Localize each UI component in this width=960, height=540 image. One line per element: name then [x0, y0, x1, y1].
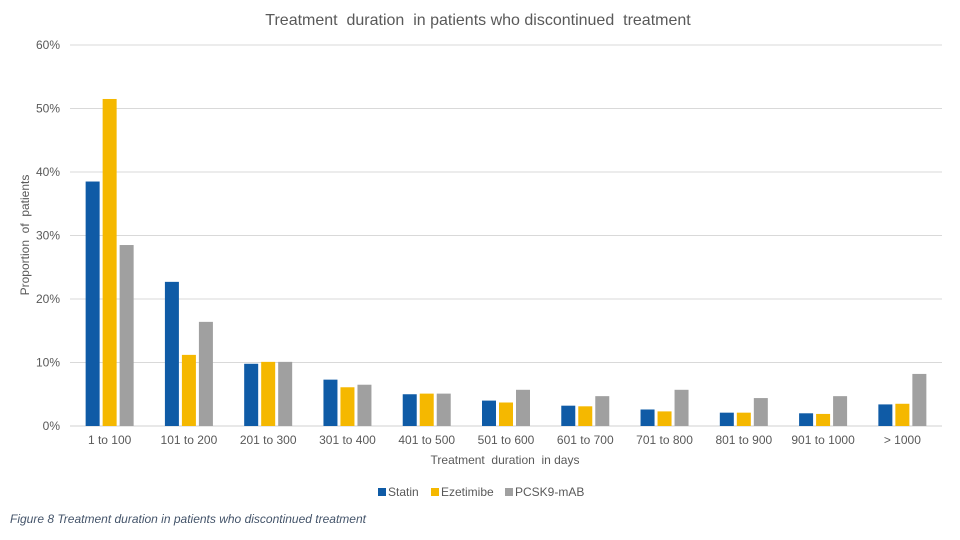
x-tick-label: 301 to 400	[319, 433, 376, 447]
bar-statin-2	[244, 363, 259, 426]
legend-swatch	[378, 488, 386, 496]
legend-swatch	[431, 488, 439, 496]
bar-statin-0	[85, 181, 100, 426]
bar-ezetimibe-0	[102, 98, 117, 426]
bar-statin-6	[561, 405, 576, 426]
bar-ezetimibe-9	[816, 413, 831, 426]
bar-pcsk9-mab-9	[833, 396, 848, 426]
bar-pcsk9-mab-5	[516, 389, 530, 426]
bar-statin-9	[799, 413, 814, 426]
legend-label: Statin	[388, 485, 419, 499]
bar-ezetimibe-6	[578, 406, 593, 426]
y-tick-label: 60%	[36, 38, 60, 52]
bar-ezetimibe-5	[499, 402, 513, 426]
legend-swatch	[505, 488, 513, 496]
y-tick-label: 0%	[43, 419, 61, 433]
bar-statin-3	[323, 379, 338, 426]
x-axis-ticks: 1 to 100 101 to 200 201 to 300 301 to 400 40…	[88, 433, 921, 447]
legend: Statin Ezetimibe PCSK9-mAB	[378, 485, 584, 499]
bar-statin-1	[164, 281, 179, 426]
chart-title: Treatment duration in patients who disco…	[265, 12, 691, 29]
x-tick-label: 401 to 500	[398, 433, 455, 447]
bar-statin-10	[878, 404, 893, 426]
x-tick-label: 501 to 600	[478, 433, 535, 447]
bar-ezetimibe-8	[736, 412, 751, 426]
y-axis-ticks: 0% 10% 20% 30% 40% 50% 60%	[36, 38, 60, 433]
bar-pcsk9-mab-6	[595, 396, 610, 426]
x-tick-label: > 1000	[884, 433, 921, 447]
x-tick-label: 1 to 100	[88, 433, 132, 447]
bar-ezetimibe-7	[657, 411, 672, 426]
bar-pcsk9-mab-1	[198, 321, 213, 426]
bar-ezetimibe-1	[181, 354, 196, 426]
x-tick-label: 901 to 1000	[791, 433, 855, 447]
legend-label: PCSK9-mAB	[515, 485, 584, 499]
bar-ezetimibe-4	[419, 393, 434, 426]
bar-ezetimibe-10	[895, 403, 910, 426]
y-tick-label: 50%	[36, 102, 60, 116]
bar-pcsk9-mab-0	[119, 245, 134, 426]
legend-label: Ezetimibe	[441, 485, 494, 499]
bar-statin-8	[719, 412, 734, 426]
y-tick-label: 20%	[36, 292, 60, 306]
bar-pcsk9-mab-3	[357, 384, 372, 426]
x-tick-label: 201 to 300	[240, 433, 297, 447]
bar-pcsk9-mab-7	[674, 389, 689, 426]
x-tick-label: 101 to 200	[161, 433, 218, 447]
y-axis-label: Proportion of patients	[18, 175, 32, 296]
bar-statin-4	[402, 394, 417, 426]
bar-pcsk9-mab-10	[912, 373, 927, 426]
y-tick-label: 40%	[36, 165, 60, 179]
y-tick-label: 30%	[36, 229, 60, 243]
y-tick-label: 10%	[36, 356, 60, 370]
bar-ezetimibe-3	[340, 387, 355, 426]
bar-statin-5	[482, 400, 496, 426]
bar-pcsk9-mab-2	[278, 361, 293, 426]
bar-ezetimibe-2	[261, 361, 276, 426]
gridlines	[70, 44, 942, 427]
figure-caption: Figure 8 Treatment duration in patients …	[10, 512, 366, 526]
bar-pcsk9-mab-4	[436, 393, 451, 426]
bars	[85, 98, 927, 426]
x-tick-label: 801 to 900	[715, 433, 772, 447]
x-tick-label: 601 to 700	[557, 433, 614, 447]
x-axis-label: Treatment duration in days	[431, 453, 580, 467]
bar-statin-7	[640, 409, 655, 426]
bar-pcsk9-mab-8	[753, 398, 768, 426]
x-tick-label: 701 to 800	[636, 433, 693, 447]
